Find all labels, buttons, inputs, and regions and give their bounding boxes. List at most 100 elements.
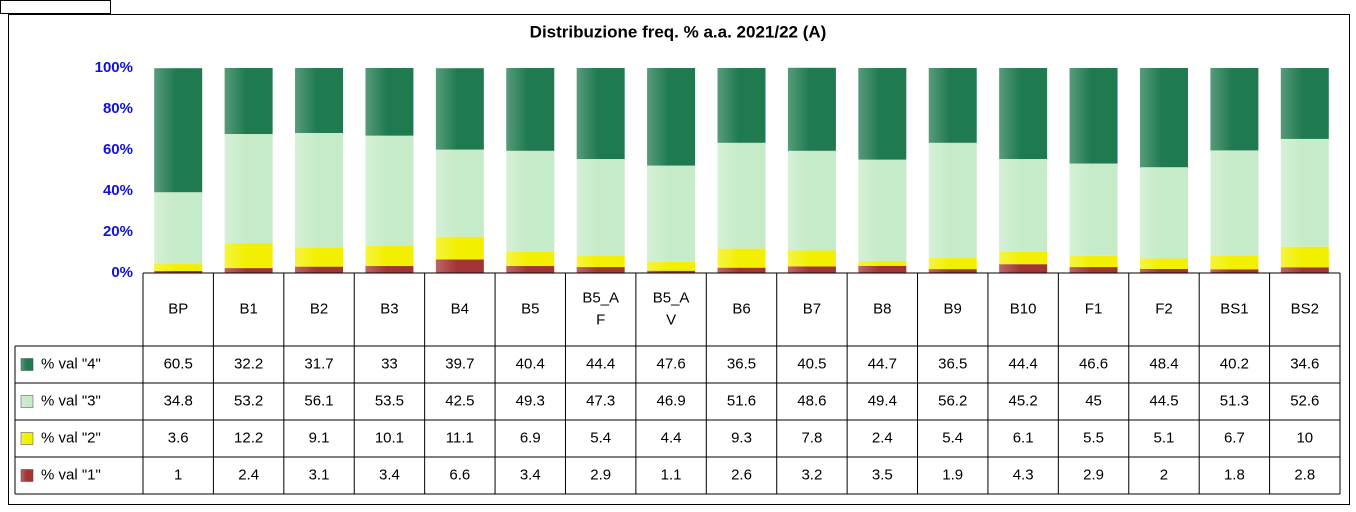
bar-segment <box>1139 167 1188 259</box>
bar-segment <box>154 68 203 193</box>
table-value: 2.9 <box>590 466 611 483</box>
x-tick-label: B4 <box>451 300 469 317</box>
y-tick-label: 20% <box>103 223 133 240</box>
bar-segment <box>435 68 484 150</box>
bar-segment <box>1280 267 1329 273</box>
bar-segment <box>1280 246 1329 268</box>
table-value: 44.7 <box>868 355 897 372</box>
bar-segment <box>717 68 766 143</box>
bar-segment <box>717 142 766 249</box>
x-tick-label: B3 <box>380 300 398 317</box>
bar-segment <box>1069 68 1118 164</box>
bar-segment <box>295 132 344 248</box>
table-value: 10 <box>1296 429 1313 446</box>
legend-label: % val "4" <box>41 355 101 372</box>
table-value: 36.5 <box>727 355 756 372</box>
bar-segment <box>928 269 977 273</box>
table-value: 3.6 <box>168 429 189 446</box>
y-tick-label: 60% <box>103 141 133 158</box>
table-value: 3.2 <box>801 466 822 483</box>
bar-segment <box>224 134 273 244</box>
bar-segment <box>365 266 414 273</box>
table-value: 51.6 <box>727 392 756 409</box>
table-value: 49.3 <box>516 392 545 409</box>
bar-segment <box>858 159 907 261</box>
table-value: 6.6 <box>449 466 470 483</box>
bar-segment <box>224 243 273 269</box>
table-value: 3.4 <box>379 466 400 483</box>
bar-segment <box>295 68 344 133</box>
table-value: 44.5 <box>1149 392 1178 409</box>
table-value: 4.4 <box>661 429 682 446</box>
bar-segment <box>1069 255 1118 268</box>
bar-segment <box>999 251 1048 265</box>
table-value: 53.5 <box>375 392 404 409</box>
x-tick-label: B7 <box>803 300 821 317</box>
bar-segment <box>1139 68 1188 168</box>
bar-segment <box>787 67 836 151</box>
label-line: B5_A <box>653 289 690 306</box>
bar-segment <box>365 245 414 267</box>
bar-segment <box>435 236 484 260</box>
table-value: 1.1 <box>661 466 682 483</box>
bar-segment <box>365 68 414 136</box>
bar-segment <box>224 268 273 273</box>
x-tick-label: B2 <box>310 300 328 317</box>
bar-segment <box>999 68 1048 160</box>
y-tick-label: 40% <box>103 182 133 199</box>
x-tick-label: F1 <box>1085 300 1103 317</box>
x-tick-label: B5_A F <box>582 289 619 328</box>
table-value: 42.5 <box>445 392 474 409</box>
bar-segment <box>717 267 766 273</box>
table-value: 5.5 <box>1083 429 1104 446</box>
table-value: 9.3 <box>731 429 752 446</box>
table-value: 44.4 <box>1009 355 1038 372</box>
x-tick-label: BS1 <box>1220 300 1248 317</box>
table-value: 46.6 <box>1079 355 1108 372</box>
table-value: 2.8 <box>1294 466 1315 483</box>
legend-key <box>20 395 34 408</box>
bar-segment <box>999 159 1048 252</box>
table-value: 1 <box>174 466 182 483</box>
bar-segment <box>576 68 625 160</box>
bar-segment <box>858 68 907 160</box>
table-value: 11.1 <box>446 429 474 446</box>
table-value: 44.4 <box>586 355 615 372</box>
x-tick-label: B5 <box>521 300 539 317</box>
table-value: 3.5 <box>872 466 893 483</box>
table-value: 6.7 <box>1224 429 1245 446</box>
table-value: 45.2 <box>1009 392 1038 409</box>
table-value: 1.9 <box>942 466 963 483</box>
table-value: 32.2 <box>234 355 263 372</box>
legend-label: % val "3" <box>41 392 101 409</box>
table-value: 40.5 <box>797 355 826 372</box>
bar-segment <box>576 159 625 256</box>
table-value: 39.7 <box>445 355 474 372</box>
label-line: V <box>666 311 676 328</box>
table-value: 47.3 <box>586 392 615 409</box>
bar-segment <box>787 266 836 273</box>
bar-segment <box>928 68 977 143</box>
bar-segment <box>1069 267 1118 273</box>
table-value: 2 <box>1160 466 1168 483</box>
table-value: 2.4 <box>872 429 893 446</box>
table-value: 45 <box>1085 392 1102 409</box>
table-value: 1.8 <box>1224 466 1245 483</box>
bar-segment <box>365 135 414 246</box>
table-value: 34.6 <box>1290 355 1319 372</box>
bar-segment <box>1210 150 1259 256</box>
x-tick-label: B10 <box>1010 300 1037 317</box>
table-value: 40.4 <box>516 355 545 372</box>
table-value: 47.6 <box>656 355 685 372</box>
bar-segment <box>506 150 555 252</box>
table-value: 5.4 <box>942 429 963 446</box>
table-value: 36.5 <box>938 355 967 372</box>
table-value: 34.8 <box>164 392 193 409</box>
table-value: 48.4 <box>1149 355 1178 372</box>
bar-segment <box>787 250 836 267</box>
y-tick-label: 0% <box>111 264 133 281</box>
table-value: 10.1 <box>375 429 404 446</box>
legend-key <box>20 358 34 371</box>
table-value: 2.9 <box>1083 466 1104 483</box>
